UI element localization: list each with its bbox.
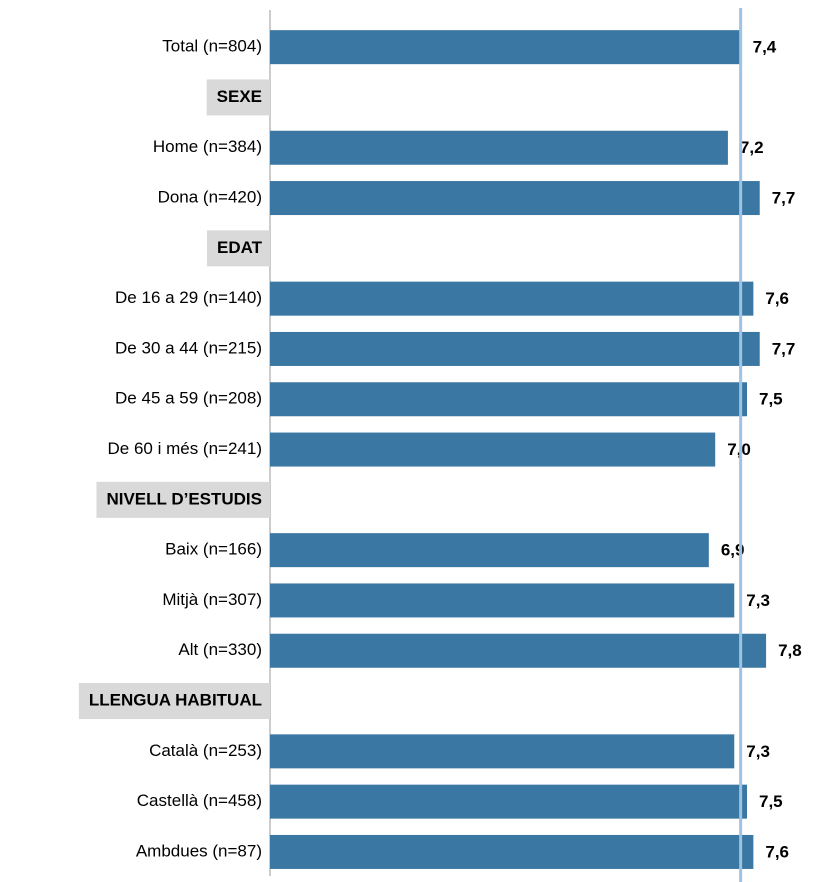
value-label: 7,6 <box>765 842 789 861</box>
value-label: 7,0 <box>727 440 751 459</box>
bar <box>270 633 767 668</box>
bar <box>270 432 716 467</box>
y-tick-label: Mitjà (n=307) <box>162 590 262 609</box>
y-tick-label: De 60 i més (n=241) <box>108 439 263 458</box>
value-label: 7,2 <box>740 138 764 157</box>
section-header: LLENGUA HABITUAL <box>89 691 262 710</box>
bar <box>270 130 728 165</box>
section-header-bg <box>206 79 270 116</box>
section-header: EDAT <box>217 238 263 257</box>
section-header: SEXE <box>217 87 262 106</box>
bar <box>270 784 747 819</box>
bar <box>270 181 760 216</box>
bar <box>270 281 754 316</box>
y-tick-label: De 45 a 59 (n=208) <box>115 389 262 408</box>
y-tick-label: Home (n=384) <box>153 137 262 156</box>
value-label: 7,5 <box>759 792 783 811</box>
section-header: NIVELL D’ESTUDIS <box>106 489 262 508</box>
bar <box>270 331 760 366</box>
y-tick-label: Alt (n=330) <box>178 640 262 659</box>
y-tick-label: Dona (n=420) <box>158 188 262 207</box>
value-label: 7,3 <box>746 591 770 610</box>
value-label: 7,4 <box>753 38 777 57</box>
value-label: 7,7 <box>772 189 796 208</box>
bar <box>270 734 735 769</box>
bar <box>270 533 709 568</box>
bar <box>270 583 735 618</box>
y-tick-label: De 16 a 29 (n=140) <box>115 288 262 307</box>
bar <box>270 834 754 869</box>
y-tick-label: Català (n=253) <box>149 741 262 760</box>
section-header-bg <box>78 683 270 720</box>
value-label: 7,5 <box>759 390 783 409</box>
bar <box>270 382 747 417</box>
value-label: 7,3 <box>746 742 770 761</box>
value-label: 7,7 <box>772 339 796 358</box>
y-tick-label: Baix (n=166) <box>165 540 262 559</box>
section-header-bg <box>96 481 270 518</box>
bar <box>270 30 741 65</box>
section-header-bg <box>206 230 270 267</box>
value-label: 7,6 <box>765 289 789 308</box>
value-label: 7,8 <box>778 641 802 660</box>
y-tick-label: Ambdues (n=87) <box>136 841 262 860</box>
value-label: 6,9 <box>721 541 745 560</box>
y-tick-label: De 30 a 44 (n=215) <box>115 338 262 357</box>
y-tick-label: Castellà (n=458) <box>137 791 262 810</box>
y-tick-label: Total (n=804) <box>162 37 262 56</box>
